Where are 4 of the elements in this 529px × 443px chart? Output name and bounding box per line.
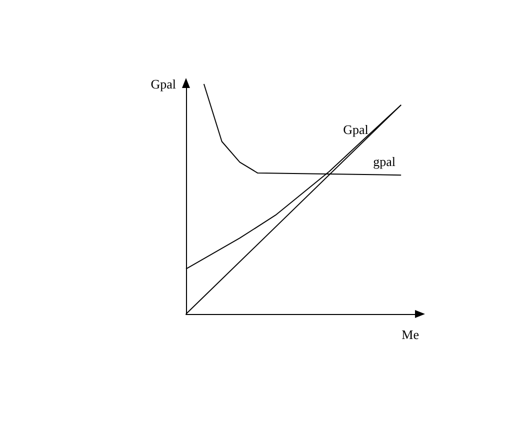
series-label: gpal bbox=[373, 154, 396, 170]
y-axis-title: Gpal bbox=[150, 76, 176, 92]
series-label: Gpal bbox=[343, 122, 369, 137]
x-axis-title: Me bbox=[402, 327, 420, 342]
